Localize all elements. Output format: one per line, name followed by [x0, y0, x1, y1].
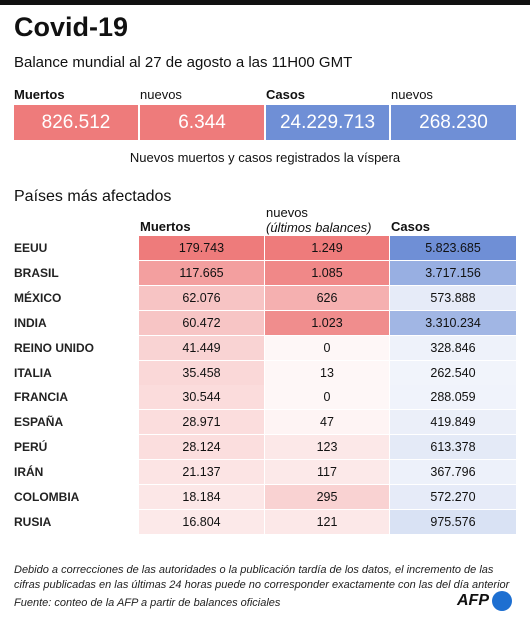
row-country: COLOMBIA [14, 490, 80, 504]
row-casos-cell: 3.717.156 [390, 260, 516, 285]
col-header-casos: Casos [391, 219, 431, 234]
row-casos-cell: 572.270 [390, 485, 516, 509]
section-title: Países más afectados [14, 188, 172, 205]
summary-nuevos-casos-label: nuevos [391, 87, 433, 102]
row-casos-cell: 975.576 [390, 509, 516, 534]
row-nuevos-cell: 0 [265, 335, 389, 360]
row-country: REINO UNIDO [14, 340, 95, 355]
row-muertos-cell: 35.458 [139, 360, 264, 385]
row-casos-cell: 328.846 [390, 335, 516, 360]
row-casos-cell: 5.823.685 [390, 236, 516, 260]
row-casos-cell: 419.849 [390, 410, 516, 435]
row-country: IRÁN [14, 465, 44, 480]
table-row: PERÚ 28.124 123 613.378 [0, 435, 530, 460]
summary-nuevos-casos-box: 268.230 [391, 105, 516, 140]
table-row: MÉXICO 62.076 626 573.888 [0, 285, 530, 310]
row-nuevos-cell: 117 [265, 460, 389, 485]
table-row: ESPAÑA 28.971 47 419.849 [0, 410, 530, 435]
row-nuevos-cell: 121 [265, 509, 389, 534]
row-muertos-cell: 179.743 [139, 236, 264, 260]
row-muertos-cell: 16.804 [139, 509, 264, 534]
row-country: BRASIL [14, 265, 59, 280]
row-country: PERÚ [14, 440, 48, 455]
table-row: IRÁN 21.137 117 367.796 [0, 460, 530, 485]
row-muertos-cell: 62.076 [139, 285, 264, 310]
row-muertos-cell: 41.449 [139, 335, 264, 360]
row-casos-cell: 288.059 [390, 385, 516, 410]
row-country: RUSIA [14, 514, 52, 529]
col-header-nuevos-sub: (últimos balances) [266, 220, 372, 235]
row-muertos-cell: 117.665 [139, 260, 264, 285]
summary-nuevos-muertos-box: 6.344 [140, 105, 264, 140]
row-muertos-cell: 21.137 [139, 460, 264, 485]
table-row: FRANCIA 30.544 0 288.059 [0, 385, 530, 410]
row-country: INDIA [14, 315, 47, 330]
row-country: ITALIA [14, 365, 52, 380]
row-country: MÉXICO [14, 290, 62, 305]
row-casos-cell: 262.540 [390, 360, 516, 385]
row-nuevos-cell: 626 [265, 285, 389, 310]
row-muertos-cell: 30.544 [139, 385, 264, 410]
row-muertos-cell: 60.472 [139, 310, 264, 335]
row-country: ESPAÑA [14, 415, 64, 430]
afp-logo-text: AFP [457, 592, 489, 609]
row-casos-cell: 367.796 [390, 460, 516, 485]
afp-logo: AFP [457, 591, 512, 611]
row-casos-cell: 573.888 [390, 285, 516, 310]
table-row: REINO UNIDO 41.449 0 328.846 [0, 335, 530, 360]
col-header-muertos: Muertos [140, 219, 191, 234]
page-title: Covid-19 [14, 12, 129, 42]
row-nuevos-cell: 1.023 [265, 310, 389, 335]
row-muertos-cell: 18.184 [139, 485, 264, 509]
summary-nuevos-muertos-label: nuevos [140, 87, 182, 102]
top-rule [0, 0, 530, 5]
table-row: INDIA 60.472 1.023 3.310.234 [0, 310, 530, 335]
table-row: RUSIA 16.804 121 975.576 [0, 509, 530, 534]
footnote: Debido a correcciones de las autoridades… [14, 564, 510, 591]
row-casos-cell: 3.310.234 [390, 310, 516, 335]
row-nuevos-cell: 13 [265, 360, 389, 385]
summary-casos-label: Casos [266, 87, 306, 102]
row-nuevos-cell: 123 [265, 435, 389, 460]
summary-casos-box: 24.229.713 [266, 105, 389, 140]
row-country: EEUU [14, 241, 48, 255]
summary-muertos-label: Muertos [14, 87, 65, 102]
row-nuevos-cell: 1.249 [265, 236, 389, 260]
table-row: BRASIL 117.665 1.085 3.717.156 [0, 260, 530, 285]
table-row: ITALIA 35.458 13 262.540 [0, 360, 530, 385]
table-row: COLOMBIA 18.184 295 572.270 [0, 485, 530, 509]
row-muertos-cell: 28.124 [139, 435, 264, 460]
row-nuevos-cell: 0 [265, 385, 389, 410]
row-nuevos-cell: 295 [265, 485, 389, 509]
afp-logo-dot [492, 591, 512, 611]
row-nuevos-cell: 47 [265, 410, 389, 435]
table-row: EEUU 179.743 1.249 5.823.685 [0, 236, 530, 260]
row-muertos-cell: 28.971 [139, 410, 264, 435]
page-subtitle: Balance mundial al 27 de agosto a las 11… [14, 54, 353, 71]
row-casos-cell: 613.378 [390, 435, 516, 460]
row-country: FRANCIA [14, 390, 68, 405]
summary-note: Nuevos muertos y casos registrados la ví… [129, 150, 401, 165]
row-nuevos-cell: 1.085 [265, 260, 389, 285]
col-header-nuevos: nuevos (últimos balances) [266, 205, 372, 235]
source-note: Fuente: conteo de la AFP a partir de bal… [14, 597, 281, 609]
summary-muertos-box: 826.512 [14, 105, 138, 140]
col-header-nuevos-label: nuevos [266, 205, 308, 220]
